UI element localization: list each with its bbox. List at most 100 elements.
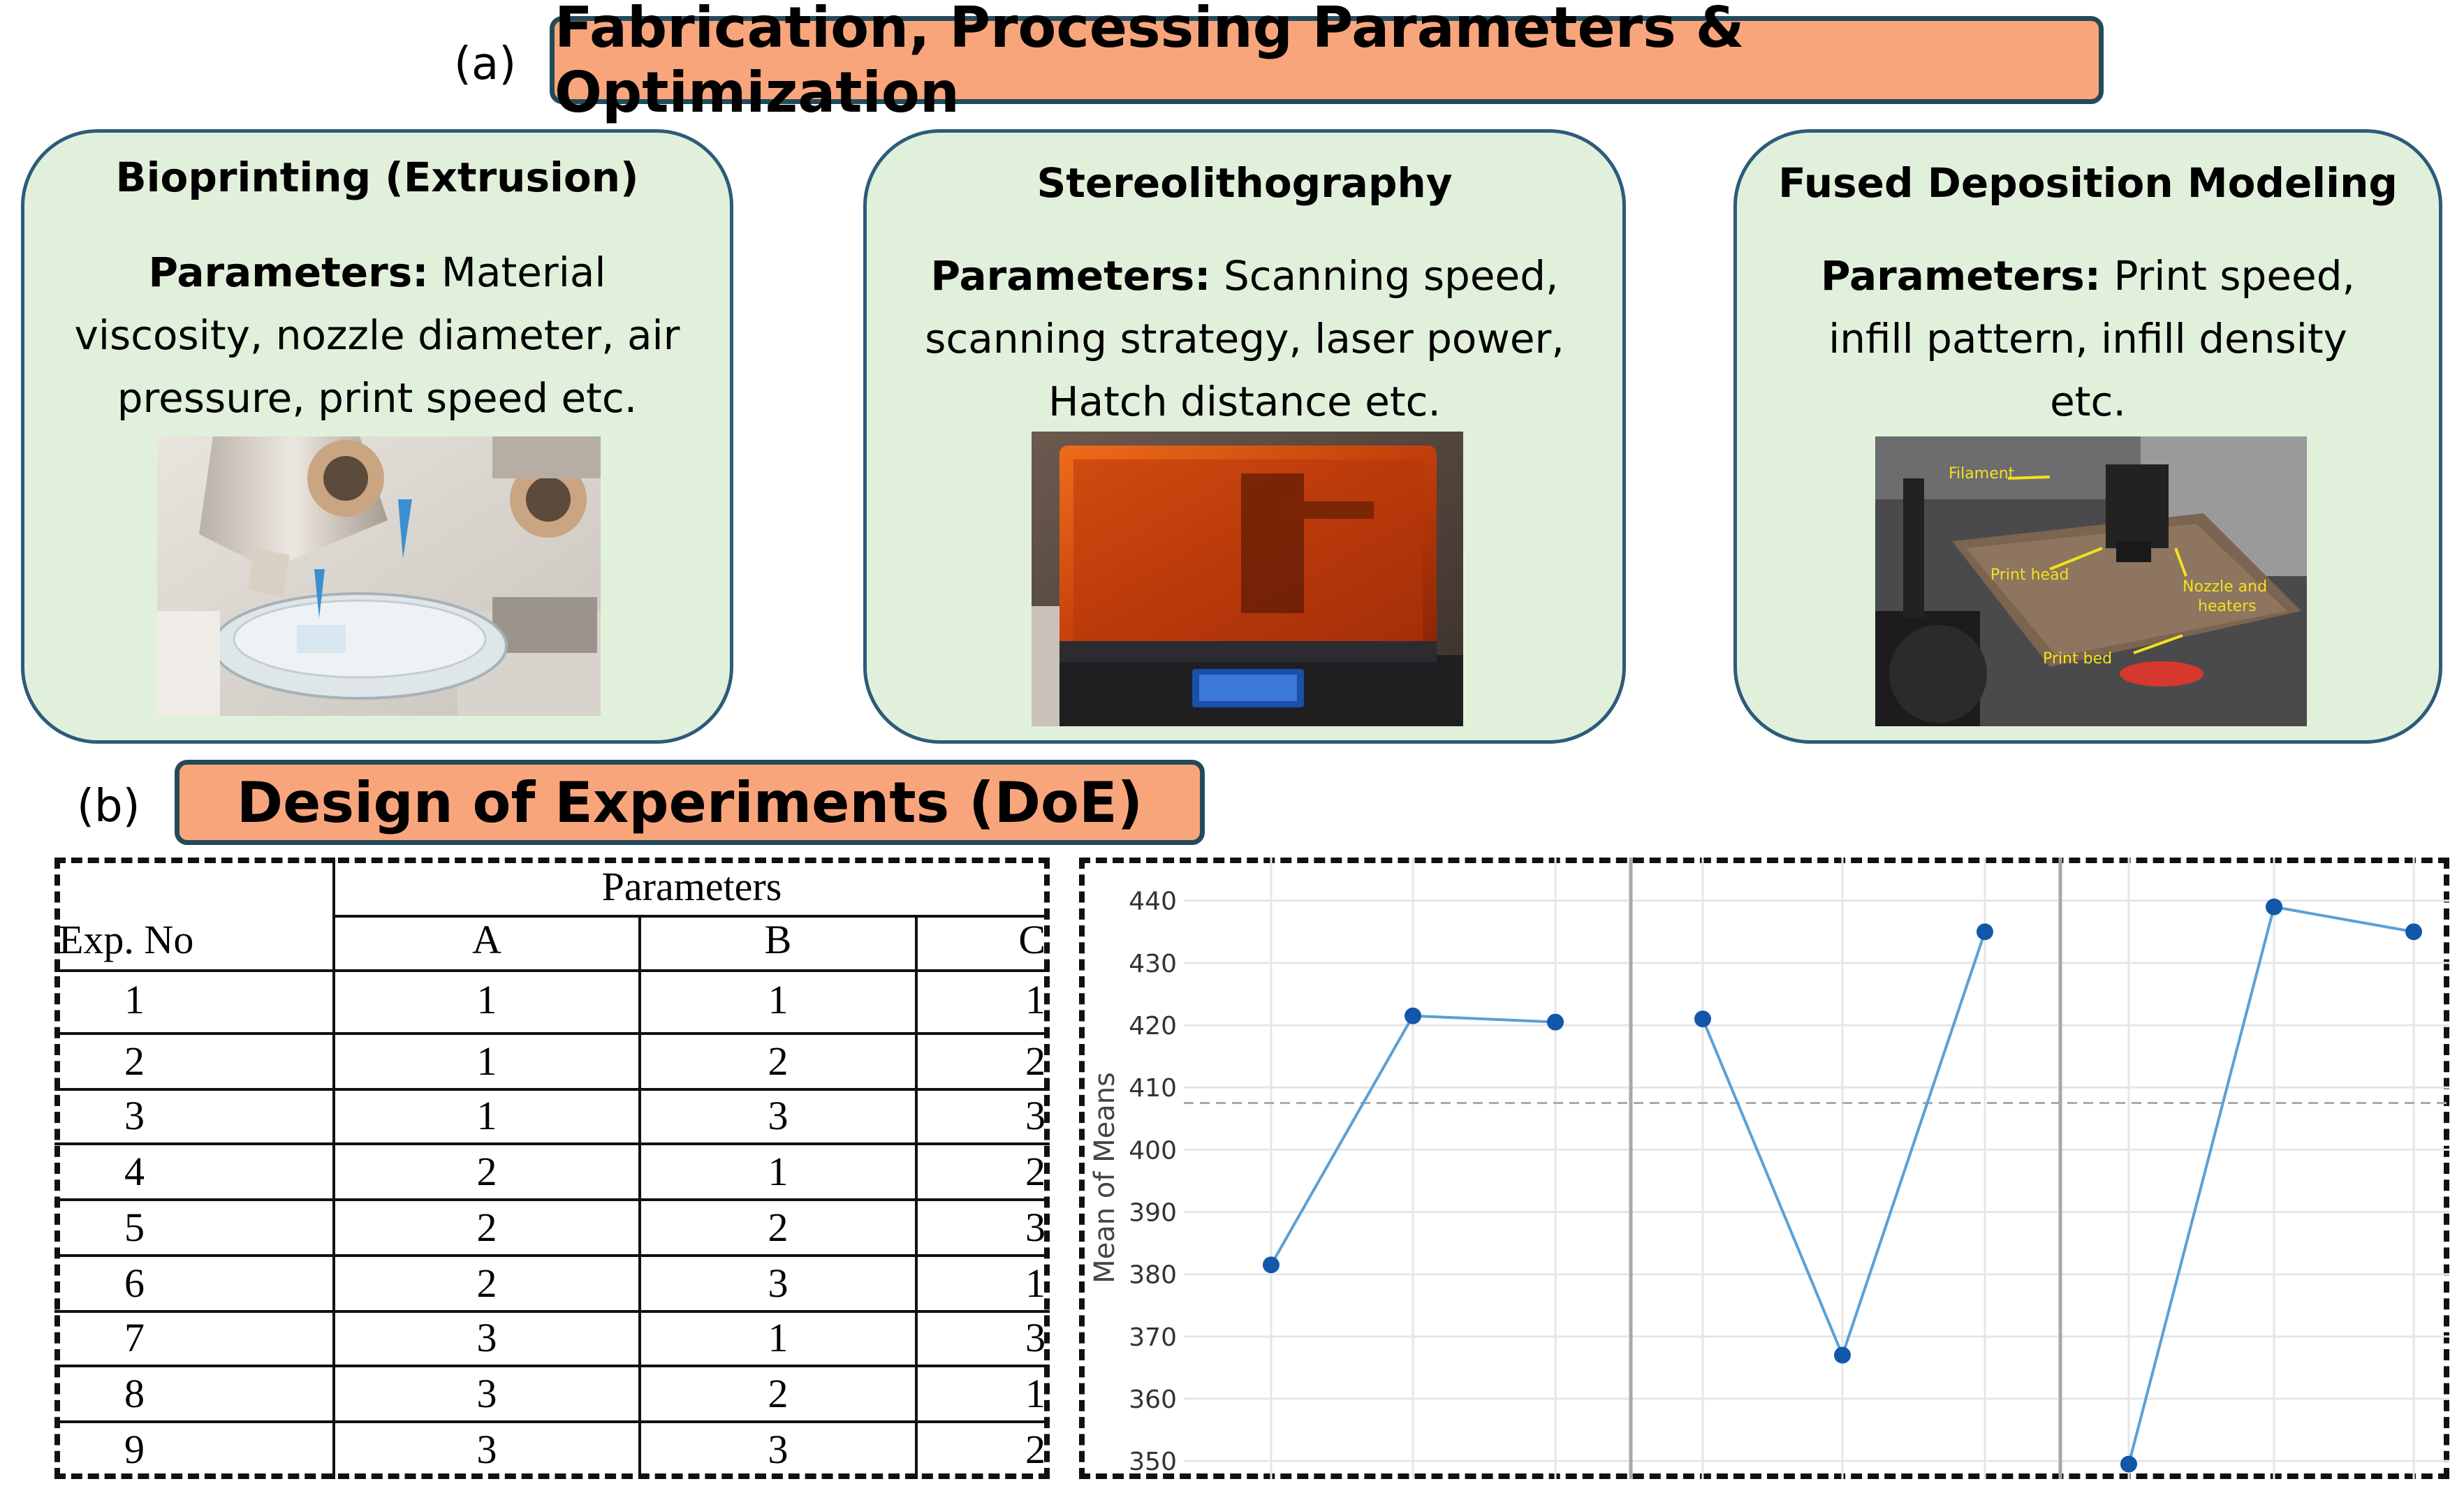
data-point — [1405, 1007, 1421, 1024]
main-effects-chart-frame — [1079, 858, 2449, 1479]
y-tick-label: 380 — [1129, 1261, 1177, 1290]
table-cell-c: 3 — [1025, 1205, 1046, 1250]
parameters-label: Parameters: — [148, 249, 429, 296]
data-point — [1694, 1010, 1711, 1028]
table-cell-b: 1 — [768, 977, 789, 1022]
card-parameters: Parameters: Scanning speed, scanning str… — [895, 244, 1594, 433]
table-cell-b: 3 — [768, 1427, 789, 1472]
panel-b-letter: (b) — [77, 781, 140, 832]
table-cell-exp: 4 — [124, 1149, 145, 1194]
table-cell-c: 1 — [1025, 1371, 1046, 1416]
table-row: 8 3 2 1 — [54, 1367, 1050, 1423]
table-cell-a: 3 — [476, 1427, 497, 1472]
parameters-line-1: Scanning speed, — [1223, 252, 1559, 300]
table-cell-a: 1 — [476, 1093, 497, 1138]
parameters-line-3: pressure, print speed etc. — [117, 374, 638, 422]
table-cell-c: 2 — [1025, 1149, 1046, 1194]
y-tick-label: 420 — [1129, 1012, 1177, 1041]
parameters-label: Parameters: — [930, 252, 1211, 300]
print-bed-label: Print bed — [2043, 650, 2112, 668]
table-cell-a: 2 — [476, 1260, 497, 1306]
main-effects-chart: 350 360 370 380 390 400 410 420 430 440 Mean of Me… — [1089, 858, 2449, 1479]
table-cell-c: 3 — [1025, 1315, 1046, 1360]
parameters-line-2: scanning strategy, laser power, — [925, 315, 1564, 362]
stereolithography-card: Stereolithography Parameters: Scanning s… — [863, 129, 1626, 744]
parameters-line-2: viscosity, nozzle diameter, air — [74, 311, 680, 359]
table-cell-c: 1 — [1025, 977, 1046, 1022]
parameters-group-header: Parameters — [601, 864, 782, 909]
data-point — [2266, 898, 2282, 916]
data-point — [2405, 923, 2422, 941]
table-cell-b: 1 — [768, 1315, 789, 1360]
table-row: 4 2 1 2 — [54, 1145, 1050, 1201]
parameters-line-1: Print speed, — [2113, 252, 2355, 300]
fdm-printer-photo: Filament Print head Nozzle and heaters P… — [1875, 436, 2307, 726]
y-tick-label: 400 — [1129, 1136, 1177, 1165]
y-tick-label: 350 — [1129, 1448, 1177, 1476]
parameters-line-1: Material — [441, 249, 606, 296]
table-cell-b: 2 — [768, 1038, 789, 1084]
bioprinter-photo — [157, 436, 601, 716]
y-tick-label: 440 — [1129, 888, 1177, 916]
series-line — [2127, 905, 2414, 1465]
card-parameters: Parameters: Material viscosity, nozzle d… — [52, 241, 702, 429]
bioprinting-card: Bioprinting (Extrusion) Parameters: Mate… — [21, 129, 733, 744]
sla-printer-photo — [1032, 432, 1463, 726]
print-head-label: Print head — [1990, 566, 2069, 584]
column-header-c: C — [1018, 917, 1046, 962]
table-cell-exp: 3 — [124, 1093, 145, 1138]
data-point — [1263, 1256, 1279, 1274]
table-row: 2 1 2 2 — [54, 1035, 1050, 1091]
table-row: 1 1 1 1 — [54, 972, 1050, 1035]
table-cell-b: 2 — [768, 1205, 789, 1250]
panel-a-letter: (a) — [454, 38, 517, 90]
table-row: 9 3 3 2 — [54, 1423, 1050, 1479]
table-cell-b: 2 — [768, 1371, 789, 1416]
table-cell-c: 1 — [1025, 1260, 1046, 1306]
parameters-line-3: etc. — [2050, 378, 2126, 425]
card-title: Fused Deposition Modeling — [1778, 159, 2398, 207]
table-cell-c: 2 — [1025, 1427, 1046, 1472]
column-header-b: B — [764, 917, 792, 962]
table-cell-b: 3 — [768, 1093, 789, 1138]
table-cell-a: 1 — [476, 977, 497, 1022]
fdm-card: Fused Deposition Modeling Parameters: Pr… — [1733, 129, 2442, 744]
table-cell-exp: 9 — [124, 1427, 145, 1472]
card-title: Bioprinting (Extrusion) — [115, 154, 639, 201]
table-cell-b: 3 — [768, 1260, 789, 1306]
data-point — [1547, 1013, 1564, 1031]
table-cell-a: 2 — [476, 1205, 497, 1250]
filament-label: Filament — [1949, 465, 2015, 483]
table-cell-a: 3 — [476, 1315, 497, 1360]
table-cell-a: 1 — [476, 1038, 497, 1084]
data-point — [2120, 1455, 2137, 1473]
parameters-line-2: infill pattern, infill density — [1828, 315, 2347, 362]
nozzle-heaters-label-1: Nozzle and — [2183, 578, 2267, 596]
table-row: 3 1 3 3 — [54, 1091, 1050, 1145]
data-point — [1834, 1346, 1851, 1364]
table-cell-c: 2 — [1025, 1038, 1046, 1084]
series-line — [1701, 931, 1986, 1360]
y-tick-label: 360 — [1129, 1385, 1177, 1414]
table-cell-a: 2 — [476, 1149, 497, 1194]
table-row: 5 2 2 3 — [54, 1201, 1050, 1257]
table-row: 7 3 1 3 — [54, 1313, 1050, 1367]
parameters-line-3: Hatch distance etc. — [1048, 378, 1441, 425]
y-tick-label: 410 — [1129, 1074, 1177, 1103]
doe-banner-text: Design of Experiments (DoE) — [236, 770, 1143, 835]
fabrication-banner-text: Fabrication, Processing Parameters & Opt… — [555, 0, 1745, 125]
exp-no-header: Exp. No — [59, 917, 194, 962]
table-cell-exp: 2 — [124, 1038, 145, 1084]
data-point — [1977, 923, 1993, 941]
table-cell-c: 3 — [1025, 1093, 1046, 1138]
table-cell-exp: 6 — [124, 1260, 145, 1306]
y-tick-label: 370 — [1129, 1323, 1177, 1352]
nozzle-heaters-label-2: heaters — [2198, 598, 2257, 615]
parameters-label: Parameters: — [1821, 252, 2102, 300]
table-cell-exp: 7 — [124, 1315, 145, 1360]
doe-banner: Design of Experiments (DoE) — [175, 760, 1205, 845]
table-cell-b: 1 — [768, 1149, 789, 1194]
card-title: Stereolithography — [1036, 159, 1453, 207]
card-parameters: Parameters: Print speed, infill pattern,… — [1765, 244, 2411, 433]
table-row: 6 2 3 1 — [54, 1257, 1050, 1313]
